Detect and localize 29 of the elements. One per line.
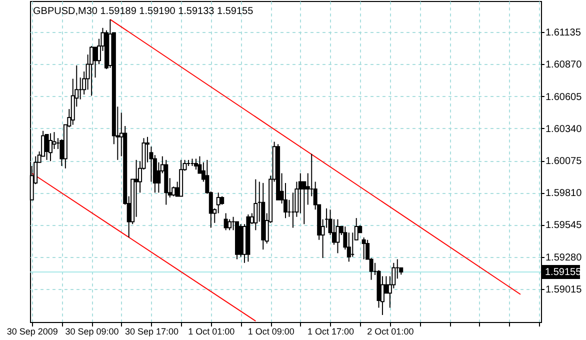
x-tick-label: 30 Sep 09:00	[65, 326, 119, 336]
x-tick-label: 2 Oct 01:00	[367, 326, 414, 336]
y-tick-label: 1.59280	[546, 252, 582, 264]
x-tick-label: 30 Sep 17:00	[124, 326, 179, 336]
candlestick	[336, 218, 340, 254]
candlestick	[224, 212, 228, 231]
ref-line-label: 1.59155	[545, 266, 582, 278]
candlestick	[298, 172, 302, 214]
x-tick-label: 1 Oct 01:00	[188, 326, 235, 336]
x-tick-label: 1 Oct 17:00	[307, 326, 354, 336]
y-tick-label: 1.60340	[546, 124, 582, 135]
candlestick	[90, 46, 94, 96]
y-tick-label: 1.59810	[546, 188, 582, 200]
candlestick	[362, 236, 366, 260]
candlestick	[48, 132, 53, 162]
y-tick-label: 1.60605	[546, 92, 582, 103]
y-tick-label: 1.59015	[546, 284, 582, 296]
y-tick-label: 1.61135	[546, 28, 582, 39]
x-tick-label: 1 Oct 09:00	[248, 326, 294, 336]
candlestick	[228, 218, 232, 231]
y-tick-label: 1.60075	[546, 156, 582, 168]
candlestick	[52, 132, 56, 150]
text: GBPUSD,M30 1.59189 1.59190 1.59133 1.59155	[33, 6, 254, 17]
candlestick	[44, 134, 49, 160]
y-tick-label: 1.59545	[546, 220, 582, 232]
candlestick	[194, 158, 198, 170]
candlestick	[254, 178, 258, 231]
y-tick-label: 1.60870	[546, 60, 582, 71]
x-tick-label: 30 Sep 2009	[6, 326, 58, 336]
